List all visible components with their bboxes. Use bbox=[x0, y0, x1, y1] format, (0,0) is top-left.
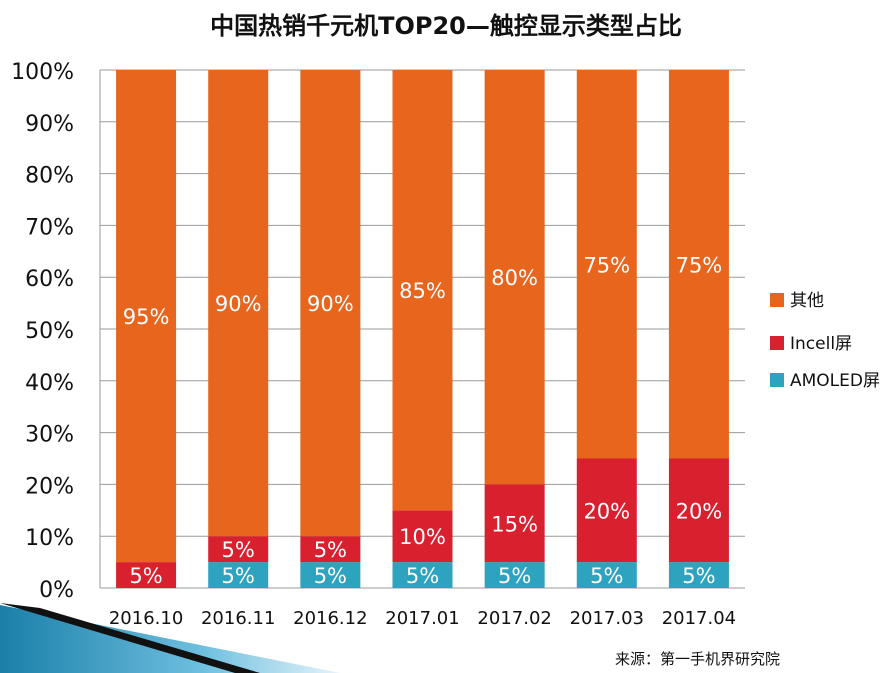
data-label: 5% bbox=[406, 564, 439, 588]
bar-segment bbox=[484, 484, 545, 563]
data-label: 5% bbox=[222, 564, 255, 588]
chart-title: 中国热销千元机TOP20—触控显示类型占比 bbox=[210, 12, 682, 40]
legend-swatch bbox=[770, 373, 784, 387]
bar-segment bbox=[484, 562, 545, 588]
bar-segment bbox=[392, 510, 453, 563]
bar-segment bbox=[576, 70, 637, 459]
data-label: 5% bbox=[222, 538, 255, 562]
legend-swatch bbox=[770, 293, 784, 307]
y-tick-label: 70% bbox=[25, 215, 74, 240]
x-tick-label: 2016.10 bbox=[109, 608, 183, 629]
legend-label: 其他 bbox=[790, 291, 824, 311]
y-tick-label: 90% bbox=[25, 112, 74, 137]
x-tick-label: 2017.04 bbox=[662, 608, 736, 629]
bar-segment bbox=[576, 458, 637, 563]
data-label: 5% bbox=[129, 564, 162, 588]
y-tick-label: 30% bbox=[25, 423, 74, 448]
bar-segment bbox=[668, 70, 729, 459]
legend-swatch bbox=[770, 336, 784, 350]
bar-segment bbox=[392, 562, 453, 588]
y-tick-label: 0% bbox=[39, 578, 74, 603]
bar-segment bbox=[208, 70, 269, 537]
x-tick-label: 2017.01 bbox=[385, 608, 459, 629]
data-label: 80% bbox=[491, 266, 538, 290]
legend-label: AMOLED屏 bbox=[790, 371, 880, 391]
data-label: 5% bbox=[590, 564, 623, 588]
x-tick-label: 2016.11 bbox=[201, 608, 275, 629]
bar-segment bbox=[300, 562, 361, 588]
bar-segment bbox=[300, 536, 361, 563]
data-label: 75% bbox=[676, 253, 723, 277]
data-label: 75% bbox=[583, 253, 630, 277]
bar-segment bbox=[576, 562, 637, 588]
y-tick-label: 50% bbox=[25, 319, 74, 344]
data-label: 5% bbox=[314, 564, 347, 588]
bar-segment bbox=[116, 562, 177, 588]
y-tick-label: 100% bbox=[11, 60, 74, 85]
x-tick-label: 2017.02 bbox=[477, 608, 551, 629]
y-tick-label: 20% bbox=[25, 474, 74, 499]
bar-segment bbox=[116, 70, 177, 563]
bar-segment bbox=[300, 70, 361, 537]
bar-segment bbox=[484, 70, 545, 485]
source-note: 来源：第一手机界研究院 bbox=[615, 650, 781, 668]
data-label: 20% bbox=[676, 499, 723, 523]
data-label: 10% bbox=[399, 525, 446, 549]
data-label: 20% bbox=[583, 499, 630, 523]
x-tick-label: 2016.12 bbox=[293, 608, 367, 629]
bar-segment bbox=[668, 458, 729, 563]
bar-segment bbox=[392, 70, 453, 511]
y-tick-label: 60% bbox=[25, 267, 74, 292]
data-label: 85% bbox=[399, 279, 446, 303]
data-label: 5% bbox=[682, 564, 715, 588]
bar-segment bbox=[668, 562, 729, 588]
data-label: 15% bbox=[491, 512, 538, 536]
y-tick-label: 80% bbox=[25, 164, 74, 189]
bar-segment bbox=[208, 536, 269, 563]
legend-label: Incell屏 bbox=[790, 334, 852, 354]
bar-segment bbox=[208, 562, 269, 588]
data-label: 5% bbox=[498, 564, 531, 588]
y-tick-label: 40% bbox=[25, 371, 74, 396]
y-tick-label: 10% bbox=[25, 526, 74, 551]
data-label: 90% bbox=[307, 292, 354, 316]
data-label: 90% bbox=[215, 292, 262, 316]
data-label: 5% bbox=[314, 538, 347, 562]
data-label: 95% bbox=[123, 305, 170, 329]
x-tick-label: 2017.03 bbox=[570, 608, 644, 629]
